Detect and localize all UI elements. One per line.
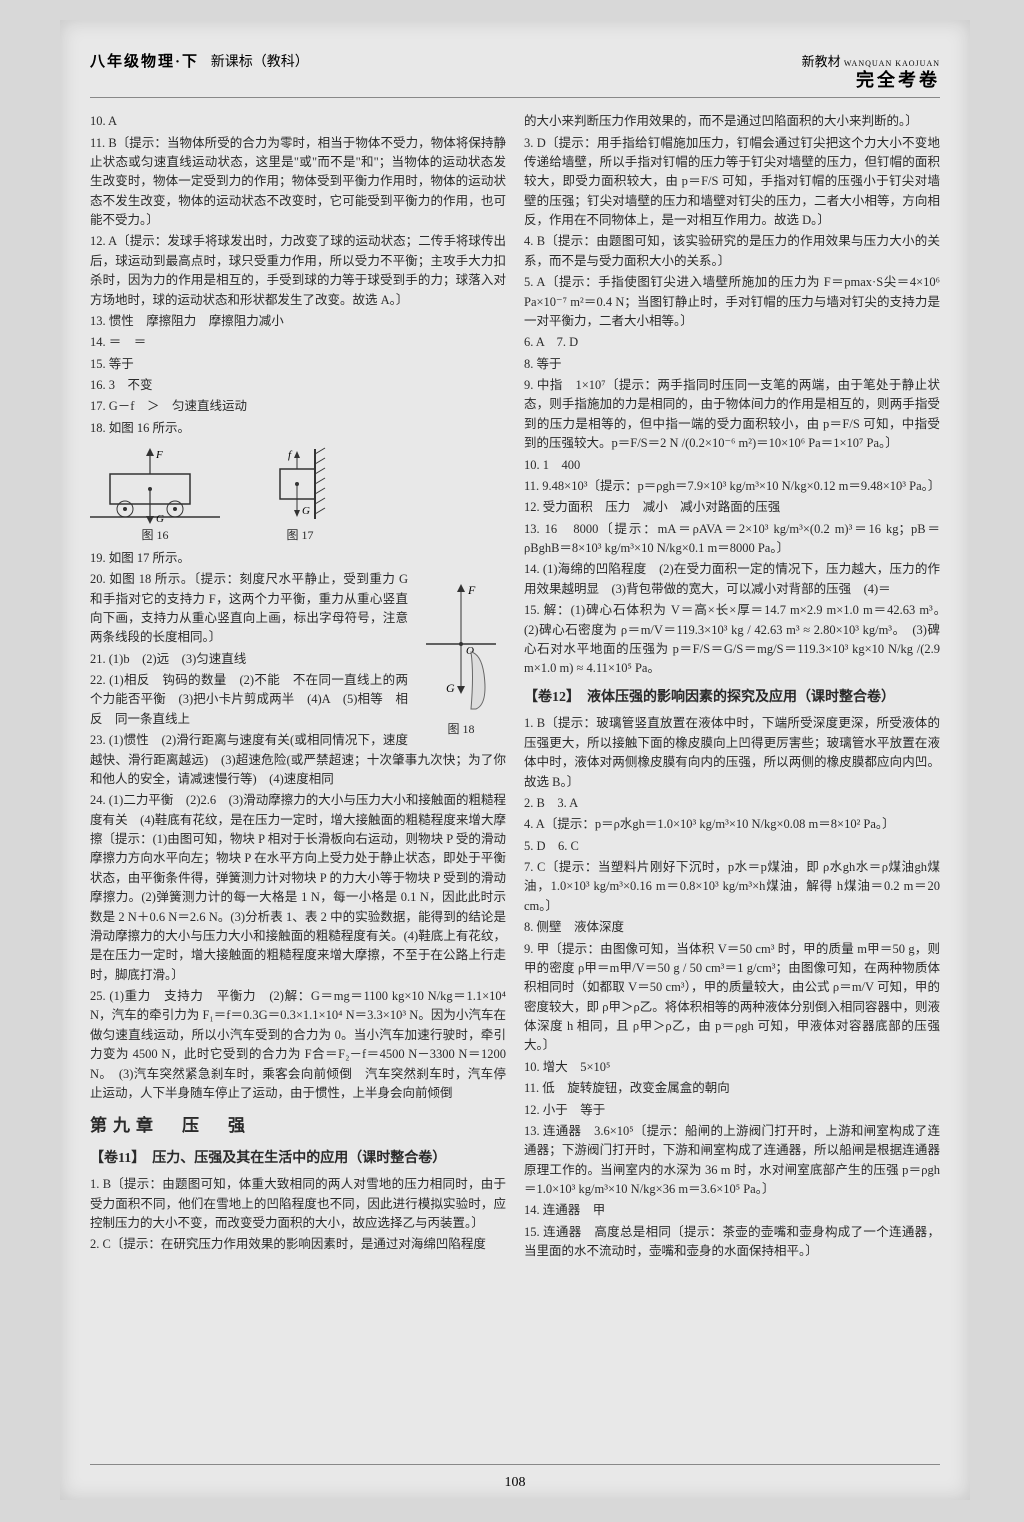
j11-item-13: 13. 16 8000〔提示：mA＝ρAVA＝2×10³ kg/m³×(0.2 … — [524, 520, 940, 559]
content-columns: 10. A 11. B〔提示：当物体所受的合力为零时，相当于物体不受力，物体将保… — [90, 112, 940, 1452]
left-column: 10. A 11. B〔提示：当物体所受的合力为零时，相当于物体不受力，物体将保… — [90, 112, 506, 1452]
page-number: 108 — [90, 1464, 940, 1491]
item-12: 12. A〔提示：发球手将球发出时，力改变了球的运动状态；二传手将球传出后，球运… — [90, 232, 506, 310]
header-right: 新教材 WANQUAN KAOJUAN 完全考卷 — [802, 54, 940, 91]
item-23: 23. (1)惯性 (2)滑行距离与速度有关(或相同情况下，速度越快、滑行距离越… — [90, 731, 506, 789]
figure-17-label: 图 17 — [250, 526, 350, 545]
brand-pinyin: WANQUAN KAOJUAN — [844, 59, 940, 68]
block-wall-diagram-icon: f G — [250, 444, 350, 524]
svg-text:F: F — [467, 583, 476, 597]
j12-item-8: 8. 侧壁 液体深度 — [524, 918, 940, 937]
j11-item-10: 10. 1 400 — [524, 456, 940, 475]
brand-top: 新教材 WANQUAN KAOJUAN — [802, 54, 940, 70]
ruler-finger-diagram-icon: F G O — [416, 574, 506, 714]
j11-item-3: 3. D〔提示：用手指给钉帽施加压力，钉帽会通过钉尖把这个力大小不变地传递给墙壁… — [524, 134, 940, 231]
juan-12-heading: 【卷12】 液体压强的影响因素的探究及应用（课时整合卷） — [524, 687, 940, 709]
figure-18: F G O 图 18 — [416, 574, 506, 738]
j12-item-14: 14. 连通器 甲 — [524, 1201, 940, 1220]
svg-text:G: G — [156, 513, 164, 524]
figure-18-label: 图 18 — [416, 720, 506, 739]
figure-17: f G 图 17 — [250, 444, 350, 545]
j11-item-1: 1. B〔提示：由题图可知，体重大致相同的两人对雪地的压力相同时，由于受力面积不… — [90, 1175, 506, 1233]
j12-item-1: 1. B〔提示：玻璃管竖直放置在液体中时，下端所受深度更深，所受液体的压强更大，… — [524, 714, 940, 792]
svg-text:f: f — [288, 449, 293, 461]
j12-item-9: 9. 甲〔提示：由图像可知，当体积 V＝50 cm³ 时，甲的质量 m甲＝50 … — [524, 940, 940, 1056]
figure-16-label: 图 16 — [90, 526, 220, 545]
page-header: 八年级物理·下 新课标（教科） 新教材 WANQUAN KAOJUAN 完全考卷 — [90, 50, 940, 98]
svg-text:F: F — [155, 449, 163, 461]
j12-item-15: 15. 连通器 高度总是相同〔提示：茶壶的壶嘴和壶身构成了一个连通器，当里面的水… — [524, 1223, 940, 1262]
header-left: 八年级物理·下 新课标（教科） — [90, 50, 309, 71]
j12-item-10: 10. 增大 5×10⁵ — [524, 1058, 940, 1077]
j11-item-2: 2. C〔提示：在研究压力作用效果的影响因素时，是通过对海绵凹陷程度 — [90, 1235, 506, 1254]
chapter-9-heading: 第九章 压 强 — [90, 1113, 506, 1139]
item-15: 15. 等于 — [90, 355, 506, 374]
curriculum-sub: 新课标（教科） — [211, 55, 309, 70]
j12-item-12: 12. 小于 等于 — [524, 1101, 940, 1120]
item-17: 17. G－f ＞ 匀速直线运动 — [90, 397, 506, 416]
j11-item-5: 5. A〔提示：手指使图钉尖进入墙壁所施加的压力为 F＝pmax·S尖＝4×10… — [524, 273, 940, 331]
item-14: 14. ＝ ＝ — [90, 333, 506, 352]
juan-11-heading: 【卷11】 压力、压强及其在生活中的应用（课时整合卷） — [90, 1148, 506, 1170]
j11-item-12: 12. 受力面积 压力 减小 减小对路面的压强 — [524, 498, 940, 517]
j11-item-14: 14. (1)海绵的凹陷程度 (2)在受力面积一定的情况下，压力越大，压力的作用… — [524, 560, 940, 599]
j11-item-2-cont: 的大小来判断压力作用效果的，而不是通过凹陷面积的大小来判断的。〕 — [524, 112, 940, 131]
brand-main: 完全考卷 — [802, 70, 940, 92]
j12-item-13: 13. 连通器 3.6×10⁵〔提示：船闸的上游阀门打开时，上游和闸室构成了连通… — [524, 1122, 940, 1200]
item-10: 10. A — [90, 112, 506, 131]
svg-text:G: G — [302, 505, 310, 517]
page: 八年级物理·下 新课标（教科） 新教材 WANQUAN KAOJUAN 完全考卷… — [60, 20, 970, 1500]
j12-item-4: 4. A〔提示：p＝ρ水gh＝1.0×10³ kg/m³×10 N/kg×0.0… — [524, 815, 940, 834]
j12-item-11: 11. 低 旋转旋钮，改变金属盒的朝向 — [524, 1079, 940, 1098]
item-13: 13. 惯性 摩擦阻力 摩擦阻力减小 — [90, 312, 506, 331]
item-19: 19. 如图 17 所示。 — [90, 549, 506, 568]
svg-text:G: G — [446, 681, 455, 695]
j11-item-15: 15. 解：(1)碑心石体积为 V＝高×长×厚＝14.7 m×2.9 m×1.0… — [524, 601, 940, 679]
j11-item-11: 11. 9.48×10³〔提示：p＝ρgh＝7.9×10³ kg/m³×10 N… — [524, 477, 940, 496]
right-column: 的大小来判断压力作用效果的，而不是通过凹陷面积的大小来判断的。〕 3. D〔提示… — [524, 112, 940, 1452]
item-11: 11. B〔提示：当物体所受的合力为零时，相当于物体不受力，物体将保持静止状态或… — [90, 134, 506, 231]
figure-row-16-17: F G 图 16 — [90, 444, 506, 545]
j11-item-8: 8. 等于 — [524, 355, 940, 374]
j12-item-2-3: 2. B 3. A — [524, 794, 940, 813]
figure-16: F G 图 16 — [90, 444, 220, 545]
j11-item-6-7: 6. A 7. D — [524, 333, 940, 352]
item-24: 24. (1)二力平衡 (2)2.6 (3)滑动摩擦力的大小与压力大小和接触面的… — [90, 791, 506, 985]
item-16: 16. 3 不变 — [90, 376, 506, 395]
j11-item-4: 4. B〔提示：由题图可知，该实验研究的是压力的作用效果与压力大小的关系，而不是… — [524, 232, 940, 271]
j11-item-9: 9. 中指 1×10⁷〔提示：两手指同时压同一支笔的两端，由于笔处于静止状态，则… — [524, 376, 940, 454]
item-18: 18. 如图 16 所示。 — [90, 419, 506, 438]
grade-title: 八年级物理·下 — [90, 54, 199, 70]
item-25: 25. (1)重力 支持力 平衡力 (2)解：G＝mg＝1100 kg×10 N… — [90, 987, 506, 1103]
cart-diagram-icon: F G — [90, 444, 220, 524]
j12-item-7: 7. C〔提示：当塑料片刚好下沉时，p水＝p煤油，即 ρ水gh水＝ρ煤油gh煤油… — [524, 858, 940, 916]
j12-item-5-6: 5. D 6. C — [524, 837, 940, 856]
